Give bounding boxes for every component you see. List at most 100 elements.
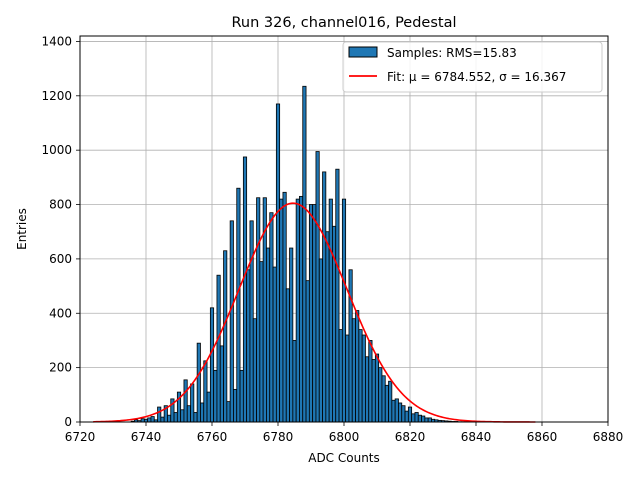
histogram-bar: [296, 199, 299, 422]
histogram-bar: [181, 410, 184, 422]
histogram-bar: [395, 399, 398, 422]
histogram-bar: [197, 343, 200, 422]
histogram-bar: [346, 335, 349, 422]
x-tick-label: 6840: [461, 430, 492, 444]
legend-fit-label: Fit: μ = 6784.552, σ = 16.367: [387, 70, 566, 84]
histogram-bar: [356, 311, 359, 422]
histogram-bar: [158, 407, 161, 422]
legend-hist-swatch: [349, 47, 377, 57]
histogram-bar: [326, 232, 329, 422]
x-tick-label: 6720: [65, 430, 96, 444]
histogram-bar: [200, 403, 203, 422]
histogram-bar: [273, 267, 276, 422]
histogram-bar: [217, 275, 220, 422]
x-tick-label: 6740: [131, 430, 162, 444]
x-tick-label: 6820: [395, 430, 426, 444]
histogram-bar: [270, 213, 273, 422]
histogram-bar: [392, 400, 395, 422]
histogram-bar: [336, 169, 339, 422]
histogram-bar: [237, 188, 240, 422]
histogram-bar: [290, 248, 293, 422]
histogram-bar: [342, 199, 345, 422]
histogram-bar: [167, 415, 170, 422]
histogram-bar: [382, 376, 385, 422]
histogram-bar: [323, 172, 326, 422]
histogram-bar: [319, 259, 322, 422]
x-tick-label: 6780: [263, 430, 294, 444]
legend: Samples: RMS=15.83 Fit: μ = 6784.552, σ …: [343, 42, 602, 92]
histogram-bar: [286, 289, 289, 422]
histogram-bar: [240, 370, 243, 422]
x-tick-label: 6860: [527, 430, 558, 444]
histogram-bar: [260, 262, 263, 422]
histogram-bar: [402, 406, 405, 422]
histogram-bar: [425, 418, 428, 422]
histogram-bar: [313, 205, 316, 422]
histogram-bar: [233, 389, 236, 422]
histogram-bar: [230, 221, 233, 422]
histogram-bar: [299, 196, 302, 422]
histogram-bar: [398, 403, 401, 422]
x-tick-label: 6760: [197, 430, 228, 444]
histogram-bar: [184, 380, 187, 422]
histogram-bar: [227, 402, 230, 422]
histogram-bar: [187, 406, 190, 422]
y-tick-label: 1400: [41, 34, 72, 48]
y-tick-label: 400: [49, 306, 72, 320]
histogram-bar: [365, 357, 368, 422]
x-tick-label: 6880: [593, 430, 624, 444]
histogram-bar: [266, 248, 269, 422]
histogram-bar: [372, 359, 375, 422]
histogram-bar: [362, 335, 365, 422]
histogram-bar: [224, 251, 227, 422]
histogram-bar: [422, 416, 425, 422]
y-tick-label: 800: [49, 198, 72, 212]
y-tick-label: 1000: [41, 143, 72, 157]
histogram-bar: [250, 221, 253, 422]
x-axis-label: ADC Counts: [308, 451, 380, 465]
histogram-bar: [191, 384, 194, 422]
chart-title: Run 326, channel016, Pedestal: [231, 15, 456, 31]
legend-hist-label: Samples: RMS=15.83: [387, 46, 517, 60]
histogram-bar: [207, 392, 210, 422]
histogram-bar: [385, 385, 388, 422]
histogram-bar: [418, 415, 421, 422]
y-axis-label: Entries: [15, 208, 29, 250]
histogram-bar: [194, 412, 197, 422]
histogram-bar: [316, 152, 319, 422]
histogram-bar: [359, 330, 362, 422]
y-tick-label: 600: [49, 252, 72, 266]
histogram-bar: [428, 418, 431, 422]
histogram-bar: [253, 319, 256, 422]
histogram-bar: [243, 157, 246, 422]
histogram-bar: [412, 414, 415, 422]
y-tick-label: 1200: [41, 89, 72, 103]
histogram-bar: [349, 270, 352, 422]
histogram-bar: [151, 417, 154, 422]
histogram-bar: [389, 381, 392, 422]
histogram-bar: [405, 411, 408, 422]
histogram-bar: [214, 370, 217, 422]
histogram-bar: [369, 340, 372, 422]
histogram-bar: [415, 412, 418, 422]
histogram-bar: [379, 368, 382, 422]
histogram-bar: [293, 340, 296, 422]
histogram-bar: [204, 361, 207, 422]
histogram-bar: [408, 407, 411, 422]
histogram-bar: [303, 86, 306, 422]
histogram-bar: [161, 417, 164, 422]
histogram-bar: [339, 330, 342, 422]
histogram-bar: [352, 319, 355, 422]
histogram-bar: [148, 418, 151, 422]
histogram-bar: [280, 199, 283, 422]
histogram-bar: [375, 354, 378, 422]
histogram-bar: [276, 104, 279, 422]
y-tick-label: 200: [49, 361, 72, 375]
histogram-bar: [329, 199, 332, 422]
x-tick-label: 6800: [329, 430, 360, 444]
histogram-bar: [220, 346, 223, 422]
histogram-bar: [257, 198, 260, 422]
histogram-bar: [210, 308, 213, 422]
histogram-bar: [174, 412, 177, 422]
